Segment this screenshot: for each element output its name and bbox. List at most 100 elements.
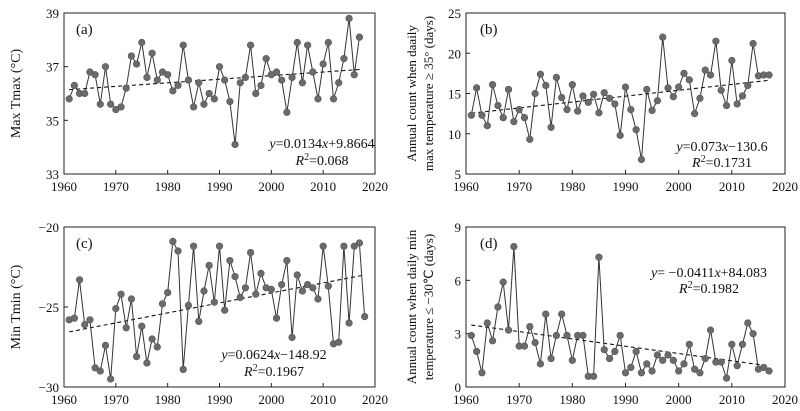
- data-point: [247, 249, 255, 257]
- y-tick-label: 33: [46, 167, 59, 182]
- data-point: [81, 321, 89, 329]
- x-tick-label: 2010: [719, 179, 745, 194]
- data-point: [86, 316, 94, 324]
- data-point: [304, 41, 312, 49]
- y-tick-label: −20: [39, 220, 59, 235]
- data-point: [195, 317, 203, 326]
- data-point: [563, 105, 571, 114]
- data-point: [621, 83, 630, 91]
- data-point: [122, 84, 130, 92]
- data-point: [504, 85, 513, 94]
- data-point: [158, 300, 167, 308]
- data-point: [595, 109, 603, 117]
- data-point: [91, 71, 99, 79]
- data-point: [536, 70, 545, 78]
- data-point: [174, 247, 182, 255]
- data-point: [200, 100, 208, 108]
- data-point: [361, 313, 369, 321]
- data-point: [738, 92, 747, 100]
- data-point: [184, 76, 192, 84]
- x-tick-label: 2000: [258, 392, 284, 407]
- data-point: [738, 340, 747, 348]
- data-point: [605, 354, 614, 363]
- data-point: [680, 69, 688, 77]
- x-tick-label: 1990: [207, 179, 233, 194]
- trend-line: [471, 324, 770, 367]
- x-tick-label: 1970: [103, 392, 129, 407]
- y-axis-label-line2: temperature ≤ −30℃ (days): [421, 234, 436, 380]
- data-point: [112, 305, 120, 313]
- x-tick-label: 1990: [207, 392, 233, 407]
- x-tick-label: 1970: [506, 179, 532, 194]
- data-point: [526, 135, 534, 143]
- data-point: [252, 290, 260, 298]
- y-tick-label: 3: [455, 327, 462, 342]
- data-point: [744, 319, 752, 327]
- x-tick-label: 2010: [719, 392, 745, 407]
- data-point: [345, 14, 353, 22]
- x-tick-label: 1960: [453, 179, 479, 194]
- data-point: [107, 100, 115, 108]
- data-point: [648, 106, 656, 115]
- data-point: [169, 237, 177, 245]
- data-point: [675, 367, 683, 375]
- data-point: [680, 360, 688, 368]
- data-point: [552, 331, 560, 340]
- data-point: [107, 375, 115, 383]
- panel-a: 1960 1970 1980 1990 2000 2010 2020 33 35 37 39 Max …: [9, 6, 388, 194]
- series-line: [68, 18, 360, 145]
- data-point: [340, 55, 348, 63]
- x-tick-label: 2020: [772, 179, 798, 194]
- data-point: [467, 331, 475, 340]
- x-tick-label: 1970: [103, 179, 129, 194]
- data-point: [542, 81, 550, 90]
- x-tick-label: 2000: [666, 179, 692, 194]
- data-point: [153, 76, 161, 84]
- y-axis-label: Min Tmin (°C): [9, 264, 24, 349]
- data-point: [621, 369, 630, 377]
- data-point: [283, 257, 291, 265]
- y-axis-label-line2: max temperature ≥ 35° (days): [421, 16, 436, 171]
- data-point: [174, 81, 182, 90]
- data-point: [236, 79, 244, 87]
- data-point: [520, 342, 529, 350]
- data-point: [605, 94, 614, 102]
- data-point: [262, 55, 270, 63]
- data-point: [231, 140, 239, 149]
- data-point: [179, 41, 187, 49]
- x-tick-label: 1980: [559, 179, 585, 194]
- panel-letter: (c): [76, 236, 93, 252]
- data-point: [309, 284, 317, 292]
- data-point: [272, 314, 281, 322]
- data-point: [526, 322, 534, 331]
- data-point: [595, 253, 603, 261]
- y-axis-label-line1: Annual count when daily min: [404, 229, 419, 384]
- data-point: [627, 105, 635, 114]
- data-point: [319, 60, 327, 68]
- data-point: [189, 103, 198, 111]
- x-tick-label: 2010: [310, 392, 336, 407]
- data-point: [169, 87, 177, 95]
- data-point: [648, 367, 656, 375]
- data-point: [765, 71, 773, 79]
- data-point: [304, 281, 312, 289]
- data-point: [494, 101, 502, 110]
- data-point: [637, 369, 646, 377]
- trend-equation: y=0.073x−130.6: [674, 140, 767, 155]
- data-point: [272, 68, 281, 76]
- data-point: [653, 351, 662, 359]
- data-point: [579, 92, 587, 100]
- x-tick-label: 2020: [362, 179, 388, 194]
- data-point: [600, 346, 608, 354]
- data-point: [510, 242, 518, 251]
- data-point: [278, 281, 286, 289]
- data-point: [143, 359, 151, 367]
- data-point: [611, 100, 619, 108]
- x-tick-label: 1990: [613, 392, 639, 407]
- data-point: [210, 298, 218, 306]
- data-point: [504, 326, 513, 334]
- data-point: [350, 242, 358, 250]
- data-point: [96, 100, 104, 108]
- x-tick-label: 1990: [613, 179, 639, 194]
- data-point: [701, 66, 709, 74]
